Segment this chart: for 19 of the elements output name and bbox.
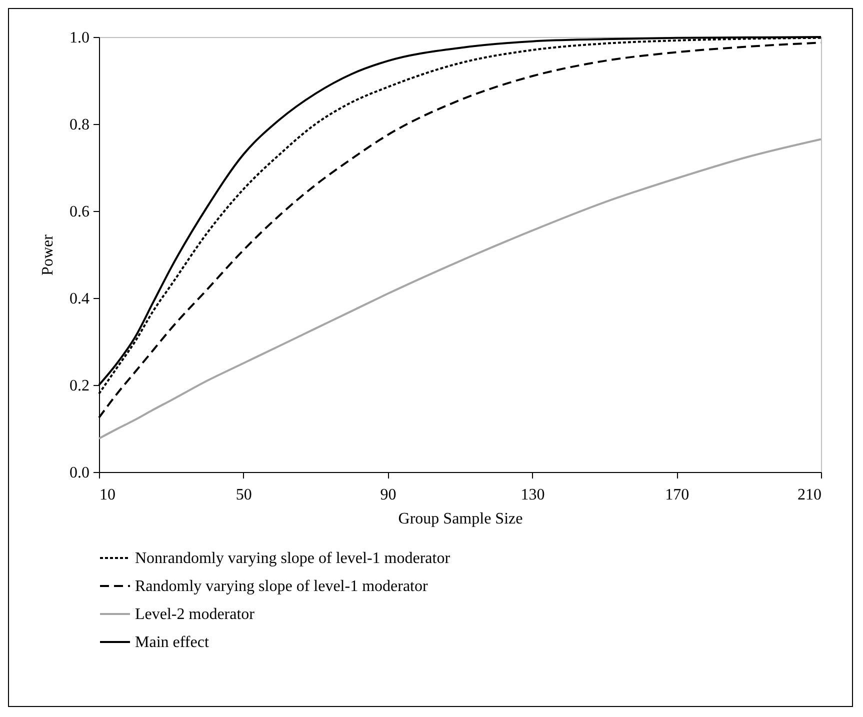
y-tick-label: 0.4	[70, 290, 90, 308]
x-axis-title: Group Sample Size	[398, 510, 523, 528]
y-tick-label: 1.0	[70, 30, 90, 46]
x-tick-label: 130	[520, 486, 545, 504]
y-tick-label: 0.8	[70, 116, 90, 134]
legend-label: Main effect	[135, 634, 210, 651]
x-tick-label: 210	[798, 486, 822, 504]
y-axis-title: Power	[40, 234, 56, 276]
y-tick-label: 0.2	[70, 378, 90, 394]
legend-label: Level-2 moderator	[135, 606, 256, 623]
y-tick-label: 0.6	[70, 204, 90, 220]
x-tick-label: 170	[665, 486, 690, 504]
x-tick-label: 50	[236, 486, 252, 504]
legend-label: Randomly varying slope of level-1 moderator	[135, 578, 428, 595]
x-tick-label: 10	[100, 486, 116, 504]
x-tick-label: 90	[380, 486, 396, 504]
legend-label: Nonrandomly varying slope of level-1 moderator	[135, 550, 451, 567]
y-tick-label: 0.0	[70, 464, 90, 482]
line-series	[98, 138, 822, 440]
